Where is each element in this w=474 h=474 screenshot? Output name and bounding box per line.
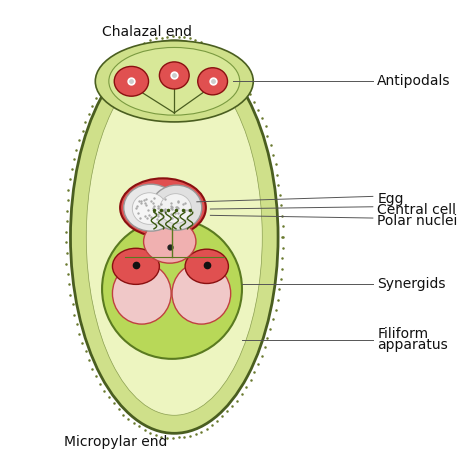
Ellipse shape	[86, 59, 262, 415]
Text: Filiform: Filiform	[377, 327, 428, 341]
Ellipse shape	[112, 263, 171, 324]
Ellipse shape	[159, 62, 189, 89]
Ellipse shape	[151, 185, 202, 230]
Ellipse shape	[95, 41, 253, 122]
Ellipse shape	[120, 178, 206, 237]
Text: Micropylar end: Micropylar end	[64, 435, 167, 449]
Ellipse shape	[172, 263, 231, 324]
Ellipse shape	[144, 220, 196, 263]
Ellipse shape	[71, 41, 278, 433]
Ellipse shape	[109, 47, 240, 115]
Ellipse shape	[160, 194, 191, 223]
Text: Central cell: Central cell	[377, 203, 456, 217]
Ellipse shape	[185, 249, 228, 283]
Text: Polar nuclei: Polar nuclei	[377, 214, 458, 228]
Text: Chalazal end: Chalazal end	[102, 25, 192, 39]
Ellipse shape	[114, 66, 148, 96]
Text: Egg: Egg	[377, 191, 404, 206]
Ellipse shape	[112, 248, 159, 284]
Ellipse shape	[102, 219, 242, 359]
Ellipse shape	[132, 193, 166, 224]
Text: Antipodals: Antipodals	[377, 74, 451, 88]
Text: Synergids: Synergids	[377, 277, 446, 292]
Text: apparatus: apparatus	[377, 338, 448, 352]
Ellipse shape	[124, 184, 178, 231]
Ellipse shape	[198, 68, 228, 95]
